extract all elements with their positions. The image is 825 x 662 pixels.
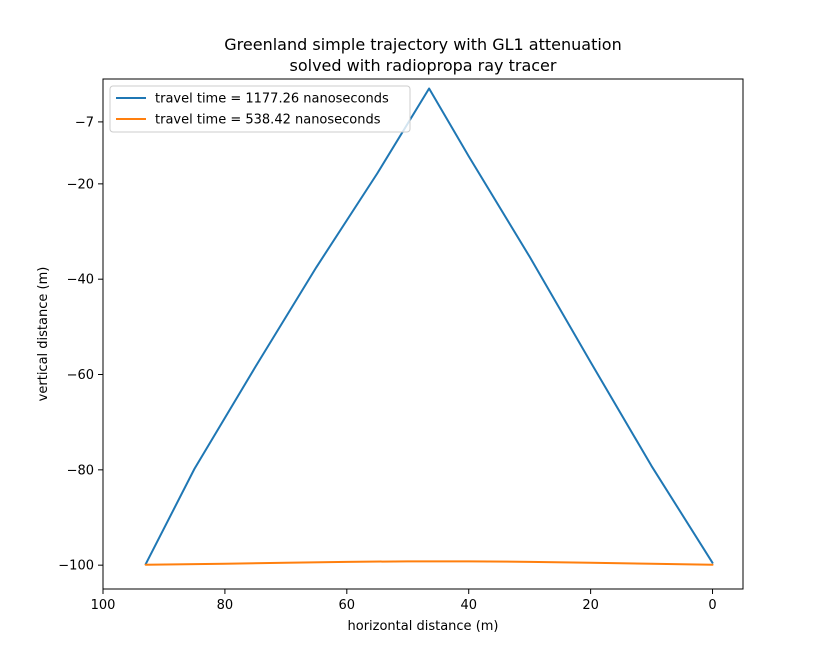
x-tick-label: 20 [582,598,599,613]
y-tick-label: −100 [58,559,94,574]
x-tick-label: 100 [91,598,116,613]
x-tick-label: 40 [460,598,477,613]
x-axis-label: horizontal distance (m) [348,619,499,634]
y-axis: −7 −20 −40 −60 −80 −100 [58,115,103,574]
legend-box [109,85,411,133]
x-tick-label: 80 [217,598,234,613]
chart-title-line-2: solved with radiopropa ray tracer [290,56,557,75]
plot-area-frame [102,78,744,590]
x-tick-label: 0 [708,598,716,613]
y-tick-label: −40 [67,273,94,288]
y-tick-label: −60 [67,368,94,383]
legend-label-2: travel time = 538.42 nanoseconds [155,113,381,128]
y-tick-label: −20 [67,177,94,192]
series-line-1 [144,87,714,566]
series-layer [144,87,714,566]
y-tick-label: −80 [67,463,94,478]
series-line-2 [144,560,714,566]
legend: travel time = 1177.26 nanoseconds travel … [109,85,411,133]
x-axis: 100 80 60 40 20 0 [91,589,717,613]
y-tick-label: −7 [75,115,94,130]
legend-label-1: travel time = 1177.26 nanoseconds [155,92,389,107]
y-axis-label: vertical distance (m) [36,267,51,402]
chart-title-line-1: Greenland simple trajectory with GL1 att… [224,35,621,54]
chart-title: Greenland simple trajectory with GL1 att… [224,35,621,75]
x-tick-label: 60 [339,598,356,613]
